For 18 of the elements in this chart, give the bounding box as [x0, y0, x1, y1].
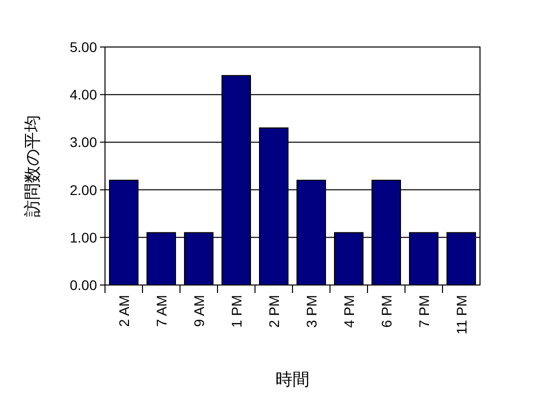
- x-tick-label: 4 PM: [340, 295, 357, 328]
- x-tick-label: 3 PM: [303, 295, 320, 328]
- y-axis-title: 訪問数の平均: [23, 115, 42, 217]
- y-tick-label: 2.00: [70, 182, 98, 198]
- x-tick-label: 6 PM: [378, 295, 394, 328]
- x-tick-label: 7 AM: [153, 295, 170, 327]
- y-tick-label: 5.00: [70, 39, 98, 55]
- y-tick-label: 0.00: [70, 277, 98, 293]
- x-axis-title: 時間: [276, 370, 310, 389]
- x-tick-label: 9 AM: [190, 295, 207, 327]
- x-tick-label: 2 PM: [266, 295, 282, 328]
- y-tick-label: 1.00: [70, 229, 98, 246]
- x-tick-label: 1 PM: [228, 295, 244, 328]
- x-tick-label: 11 PM: [453, 295, 470, 334]
- x-tick-label: 2 AM: [116, 295, 132, 327]
- x-tick-label: 7 PM: [416, 295, 432, 328]
- y-tick-label: 4.00: [70, 86, 98, 103]
- y-tick-label: 3.00: [70, 134, 98, 150]
